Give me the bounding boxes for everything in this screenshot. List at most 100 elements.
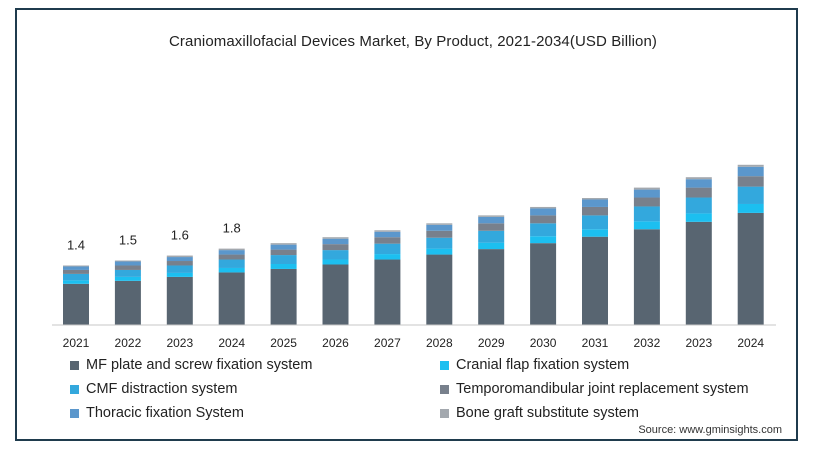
bar-segment-2026-s3 <box>322 244 349 251</box>
legend-item: MF plate and screw fixation system <box>70 357 312 373</box>
bar-segment-2027-s4 <box>374 231 401 238</box>
x-tick-label: 2022 <box>115 336 142 350</box>
legend-swatch <box>70 408 79 418</box>
x-tick-label: 2031 <box>582 336 609 350</box>
bar-segment-2031-s4 <box>582 199 608 207</box>
legend-item: Temporomandibular joint replacement syst… <box>440 381 749 397</box>
bar-segment-2030-s5 <box>530 206 557 209</box>
legend-swatch <box>440 360 449 370</box>
bar-segment-2032-s2 <box>633 206 660 222</box>
bar-segment-2023-s5 <box>685 177 712 180</box>
bar-segment-2023-s1 <box>685 213 712 222</box>
bar-segment-2023-s5 <box>166 255 193 258</box>
bar-segment-2028-s5 <box>426 223 453 225</box>
bar-segment-2024-s4 <box>737 166 764 177</box>
legend-swatch <box>440 408 449 418</box>
x-tick-label: 2023 <box>166 336 193 350</box>
bar-segment-2032-s1 <box>633 221 660 230</box>
bar-segment-2030-s2 <box>530 223 557 237</box>
bar-segment-2021-s3 <box>63 269 89 274</box>
bar-segment-2029-s1 <box>478 242 505 250</box>
bar-segment-2023-s2 <box>685 197 712 214</box>
x-tick-label: 2024 <box>218 336 245 350</box>
x-tick-label: 2021 <box>63 336 90 350</box>
legend-swatch <box>70 360 79 370</box>
bar-segment-2021-s2 <box>63 273 89 281</box>
bar-segment-2023-s3 <box>166 261 193 266</box>
bar-segment-2022-s2 <box>114 269 141 277</box>
x-tick-label: 2032 <box>634 336 661 350</box>
bar-segment-2025-s5 <box>270 243 297 245</box>
bar-total-label: 1.6 <box>171 228 189 243</box>
bar-segment-2030-s0 <box>530 243 557 325</box>
legend-swatch <box>70 384 79 394</box>
bar-segment-2028-s3 <box>426 230 453 238</box>
bar-segment-2027-s0 <box>374 259 401 325</box>
x-tick-label: 2029 <box>478 336 505 350</box>
bar-segment-2024-s3 <box>218 254 245 260</box>
bar-segment-2022-s4 <box>114 261 141 266</box>
source-note: Source: www.gminsights.com <box>638 424 782 436</box>
legend-item: Thoracic fixation System <box>70 405 244 421</box>
x-tick-label: 2028 <box>426 336 453 350</box>
legend-label: MF plate and screw fixation system <box>86 357 313 373</box>
bar-segment-2024-s2 <box>218 259 245 268</box>
bar-segment-2023-s3 <box>685 187 712 198</box>
bar-segment-2027-s2 <box>374 243 401 255</box>
bar-segment-2027-s3 <box>374 237 401 244</box>
bar-segment-2024-s0 <box>737 212 764 325</box>
bar-segment-2032-s4 <box>633 189 660 198</box>
legend-swatch <box>440 384 449 394</box>
bar-segment-2021-s5 <box>63 265 89 267</box>
bar-segment-2027-s5 <box>374 230 401 232</box>
bar-segment-2026-s4 <box>322 238 349 245</box>
bar-segment-2031-s5 <box>582 198 608 200</box>
bar-segment-2029-s4 <box>478 216 505 224</box>
legend-item: Cranial flap fixation system <box>440 357 629 373</box>
bar-segment-2026-s5 <box>322 237 349 239</box>
bar-segment-2032-s3 <box>633 197 660 207</box>
bar-segment-2030-s3 <box>530 215 557 224</box>
bar-segment-2030-s1 <box>530 236 557 244</box>
bar-segment-2029-s0 <box>478 249 505 325</box>
x-tick-label: 2030 <box>530 336 557 350</box>
bar-segment-2028-s4 <box>426 224 453 231</box>
chart-title: Craniomaxillofacial Devices Market, By P… <box>168 33 658 50</box>
bar-total-label: 1.5 <box>119 233 137 248</box>
bar-segment-2022-s5 <box>114 260 141 262</box>
bar-segment-2024-s5 <box>737 164 764 167</box>
bar-segment-2032-s0 <box>633 229 660 325</box>
legend-label: Temporomandibular joint replacement syst… <box>456 381 749 397</box>
bar-segment-2025-s1 <box>270 263 297 269</box>
x-tick-label: 2026 <box>322 336 349 350</box>
bar-segment-2028-s0 <box>426 254 453 325</box>
bar-segment-2031-s2 <box>582 215 608 230</box>
bar-segment-2025-s4 <box>270 244 297 250</box>
legend-label: CMF distraction system <box>86 381 238 397</box>
bar-segment-2024-s2 <box>737 186 764 204</box>
bar-segment-2029-s2 <box>478 230 505 243</box>
bar-segment-2030-s4 <box>530 208 557 216</box>
bar-segment-2031-s3 <box>582 206 608 216</box>
bar-total-label: 1.4 <box>67 237 85 252</box>
bar-segment-2031-s1 <box>582 229 608 237</box>
legend-item: CMF distraction system <box>70 381 237 397</box>
bar-segment-2025-s2 <box>270 255 297 264</box>
bar-segment-2026-s1 <box>322 259 349 265</box>
x-tick-label: 2024 <box>737 336 764 350</box>
bar-segment-2031-s0 <box>582 236 608 325</box>
bar-segment-2029-s5 <box>478 215 505 217</box>
bar-segment-2021-s1 <box>63 280 89 284</box>
bar-segment-2023-s4 <box>685 179 712 188</box>
bar-segment-2022-s1 <box>114 276 141 281</box>
bar-segment-2024-s3 <box>737 176 764 187</box>
bar-segment-2029-s3 <box>478 223 505 231</box>
legend-label: Bone graft substitute system <box>456 405 639 421</box>
bar-segment-2023-s2 <box>166 265 193 273</box>
bar-segment-2027-s1 <box>374 254 401 260</box>
bar-segment-2022-s0 <box>114 280 141 325</box>
bar-segment-2024-s0 <box>218 272 245 325</box>
x-tick-label: 2027 <box>374 336 401 350</box>
bar-segment-2025-s0 <box>270 268 297 325</box>
bar-segment-2021-s4 <box>63 266 89 270</box>
